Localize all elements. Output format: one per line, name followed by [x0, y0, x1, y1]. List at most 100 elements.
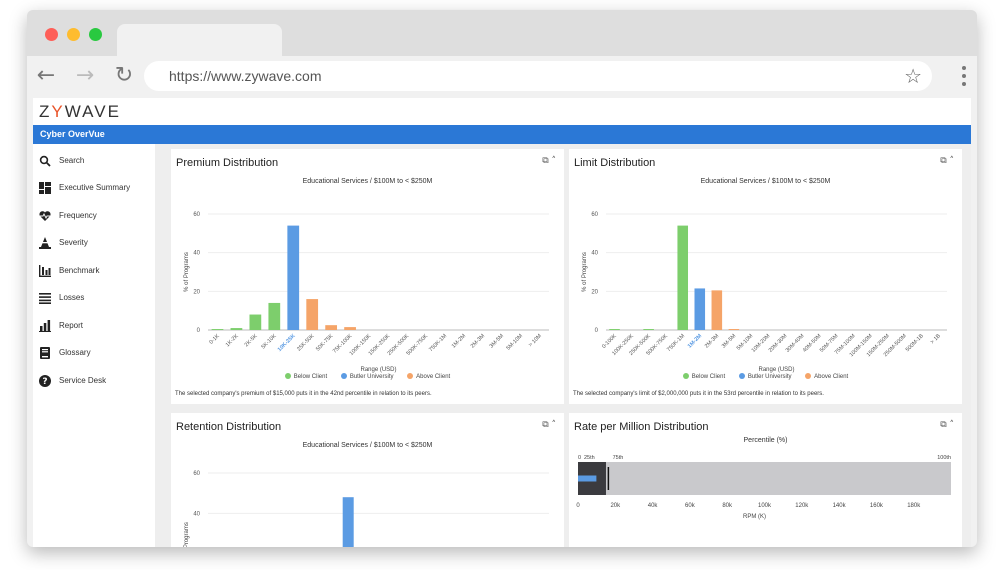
maximize-window-button[interactable]	[89, 28, 102, 41]
sidebar-item-benchmark[interactable]: Benchmark	[39, 263, 151, 281]
address-url: https://www.zywave.com	[169, 68, 322, 84]
percentile-label: 75th	[613, 455, 624, 461]
x-tick-label: > 1B	[930, 333, 943, 346]
y-axis-label: % of Programs	[184, 252, 190, 292]
legend-client: Butler University	[340, 373, 394, 380]
collapse-icon[interactable]: ˄	[949, 420, 955, 430]
rpm-distribution-panel: Rate per Million Distribution ⧉ ˄ Percen…	[569, 413, 962, 547]
panel-title: Limit Distribution	[574, 157, 656, 169]
y-axis-label: % of Programs	[184, 522, 190, 547]
x-tick-label: 2K-5K	[244, 333, 259, 348]
x-tick-label: 750K-1M	[666, 333, 686, 353]
panel-title: Premium Distribution	[176, 157, 279, 169]
minimize-window-button[interactable]	[67, 28, 80, 41]
list-icon	[39, 292, 51, 304]
limit-distribution-panel: Limit Distribution ⧉ ˄ Educational Servi…	[569, 149, 962, 404]
back-arrow-icon[interactable]: ←	[36, 63, 56, 88]
sidebar-item-executive-summary[interactable]: Executive Summary	[39, 180, 151, 198]
y-tick-label: 0	[197, 328, 201, 334]
collapse-icon[interactable]: ˄	[551, 420, 557, 430]
x-tick-label: > 10M	[528, 333, 543, 348]
y-tick-label: 60	[193, 471, 200, 477]
x-tick-label: 2M-3M	[704, 333, 721, 350]
bar	[230, 328, 243, 330]
address-bar[interactable]: https://www.zywave.com ☆	[144, 61, 932, 91]
panel-title: Rate per Million Distribution	[574, 421, 709, 433]
dashboard-icon	[39, 182, 51, 194]
sidebar-item-label: Severity	[59, 238, 88, 247]
x-tick-label: 180k	[907, 503, 921, 509]
bar	[711, 290, 723, 330]
bar	[342, 497, 354, 547]
panel-controls: ⧉ ˄	[940, 420, 954, 430]
percentile-note: The selected company's limit of $2,000,0…	[573, 391, 824, 397]
reload-icon[interactable]: ↻	[114, 63, 134, 88]
percentile-note: The selected company's premium of $15,00…	[175, 391, 432, 397]
sidebar-item-label: Search	[59, 156, 85, 165]
chart-legend: Below Client Butler University Above Cli…	[569, 373, 962, 380]
sidebar-item-losses[interactable]: Losses	[39, 290, 151, 308]
bar	[211, 329, 224, 330]
browser-tab-bar	[27, 10, 977, 56]
browser-tab[interactable]	[117, 24, 282, 56]
chart-subtitle: Educational Services / $100M to < $250M	[302, 178, 433, 185]
bookmark-star-icon[interactable]: ☆	[904, 64, 922, 88]
browser-toolbar: ← → ↻ https://www.zywave.com ☆	[27, 56, 977, 98]
percentile-label: 0	[578, 455, 581, 461]
y-tick-label: 40	[193, 511, 200, 517]
x-tick-label: 20k	[610, 503, 621, 509]
panel-title: Retention Distribution	[176, 421, 282, 433]
close-window-button[interactable]	[45, 28, 58, 41]
x-tick-label: 5K-10K	[260, 333, 277, 350]
bar	[249, 314, 262, 330]
sidebar-item-search[interactable]: Search	[39, 153, 151, 171]
percentile-label: 100th	[937, 455, 951, 461]
panel-controls: ⧉ ˄	[542, 156, 556, 166]
y-tick-label: 20	[591, 289, 598, 295]
popout-icon[interactable]: ⧉	[542, 156, 549, 166]
popout-icon[interactable]: ⧉	[940, 420, 947, 430]
sidebar-item-report[interactable]: Report	[39, 318, 151, 336]
x-tick-label: 80k	[722, 503, 733, 509]
x-tick-label: 60k	[685, 503, 696, 509]
app-header-bar: Cyber OverVue	[33, 125, 971, 144]
x-axis-label: Range (USD)	[360, 367, 396, 373]
sidebar-item-label: Report	[59, 321, 84, 330]
collapse-icon[interactable]: ˄	[949, 156, 955, 166]
sidebar-item-label: Losses	[59, 293, 85, 302]
x-tick-label: 160k	[870, 503, 884, 509]
bar	[677, 225, 689, 330]
x-tick-label: 750K-1M	[428, 333, 448, 353]
legend-above: Above Client	[407, 373, 450, 380]
sidebar-item-service-desk[interactable]: ? Service Desk	[39, 373, 151, 391]
x-tick-label: 500M-1B	[905, 333, 925, 353]
sidebar-item-glossary[interactable]: Glossary	[39, 345, 151, 363]
browser-menu-icon[interactable]	[962, 66, 968, 90]
popout-icon[interactable]: ⧉	[940, 156, 947, 166]
zywave-logo: ZYWAVE	[39, 102, 121, 121]
legend-below: Below Client	[284, 373, 327, 380]
book-icon	[39, 347, 51, 359]
y-tick-label: 0	[595, 328, 599, 334]
legend-client: Butler University	[738, 373, 792, 380]
bar	[643, 329, 654, 330]
chart-legend: Below Client Butler University Above Cli…	[171, 373, 564, 380]
bar	[268, 302, 281, 330]
sidebar-item-label: Benchmark	[59, 266, 100, 275]
forward-arrow-icon[interactable]: →	[75, 63, 95, 88]
y-tick-label: 60	[591, 212, 598, 218]
heart-pulse-icon	[39, 210, 51, 222]
y-tick-label: 20	[193, 289, 200, 295]
collapse-icon[interactable]: ˄	[551, 156, 557, 166]
search-icon	[39, 155, 51, 167]
sidebar-item-severity[interactable]: Severity	[39, 235, 151, 253]
x-axis-label: Range (USD)	[758, 367, 794, 373]
x-tick-label: 25K-50K	[296, 333, 316, 353]
y-tick-label: 40	[591, 251, 598, 257]
percentile-label: 25th	[584, 455, 595, 461]
panel-controls: ⧉ ˄	[940, 156, 954, 166]
popout-icon[interactable]: ⧉	[542, 420, 549, 430]
sidebar-item-frequency[interactable]: Frequency	[39, 208, 151, 226]
legend-above: Above Client	[805, 373, 848, 380]
rpm-client-bar	[578, 475, 597, 482]
